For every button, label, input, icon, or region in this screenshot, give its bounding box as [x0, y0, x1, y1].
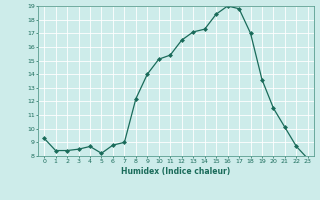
X-axis label: Humidex (Indice chaleur): Humidex (Indice chaleur): [121, 167, 231, 176]
